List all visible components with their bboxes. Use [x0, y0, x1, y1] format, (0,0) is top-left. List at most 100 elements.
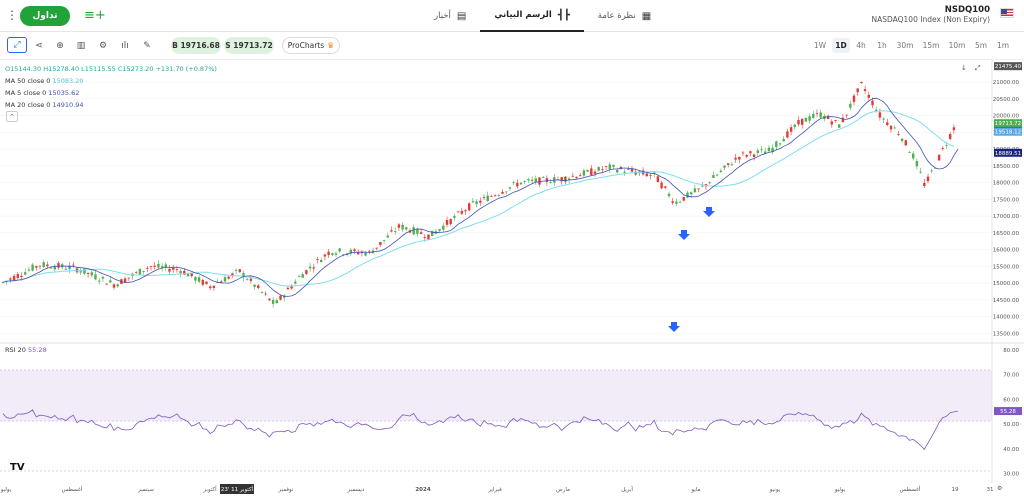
crosshair-tool-icon[interactable]: ⤢ — [7, 37, 27, 53]
candle-body — [468, 203, 471, 211]
procharts-button[interactable]: ProCharts ♛ — [282, 37, 340, 54]
candle-body — [246, 279, 249, 281]
candle-body — [460, 210, 463, 214]
price-tags: 21475.4019713.7219632.7919518.1218889.51… — [994, 62, 1022, 416]
signal-arrows — [668, 207, 715, 332]
tab-chart[interactable]: الرسم البياني ┫┣ — [480, 0, 584, 32]
x-tick-label: 2024 — [415, 487, 430, 493]
candle-body — [764, 151, 767, 154]
bid-price-button[interactable]: B 19716.68 — [171, 37, 221, 54]
collapse-legend-icon[interactable]: ⌃ — [6, 111, 18, 122]
rsi-tag: 55.28 — [994, 407, 1022, 416]
bar-chart-icon[interactable]: ▥ — [76, 41, 86, 51]
candle-body — [212, 285, 216, 288]
ma50-line — [2, 110, 955, 287]
y-tick-label: 16500.00 — [993, 231, 1020, 237]
candle-body — [771, 147, 774, 152]
price-tag: 18889.51 — [994, 148, 1022, 157]
settings-icon[interactable]: ⚙ — [98, 41, 108, 51]
x-tick-label: أبريل — [621, 485, 633, 493]
candle-body — [597, 167, 600, 171]
candle-body — [534, 178, 537, 183]
candle-body — [190, 272, 193, 277]
candle-body — [949, 134, 952, 139]
candles-group — [1, 81, 956, 308]
down-arrow-icon — [678, 230, 690, 240]
rsi-tick-label: 80.00 — [1003, 348, 1019, 354]
tf-1d[interactable]: 1D — [832, 38, 850, 53]
candle-body — [575, 176, 578, 179]
candle-body — [690, 192, 693, 195]
draw-pencil-icon[interactable]: ✎ — [143, 41, 151, 51]
candle-body — [320, 260, 323, 263]
tf-30m[interactable]: 30m — [896, 41, 914, 50]
tf-1h[interactable]: 1h — [877, 41, 887, 50]
more-menu-icon[interactable]: ⋮ — [6, 8, 18, 22]
candle-body — [893, 127, 896, 129]
candle-body — [327, 251, 330, 256]
candle-body — [782, 138, 785, 142]
ask-price-button[interactable]: S 19713.72 — [224, 37, 274, 54]
candle-body — [808, 116, 811, 121]
price-tag-bg — [994, 62, 1022, 71]
candle-body — [68, 265, 71, 270]
share-icon[interactable]: ⋖ — [35, 41, 43, 51]
candle-body — [616, 169, 619, 173]
y-tick-label: 20000.00 — [993, 114, 1020, 120]
candle-body — [545, 178, 549, 182]
ma50-value: 15083.20 — [52, 77, 84, 85]
tf-1w[interactable]: 1W — [813, 41, 827, 50]
candle-body — [686, 192, 689, 198]
overview-tab-label: نظرة عامة — [597, 11, 636, 21]
candle-body — [889, 125, 893, 130]
candle-body — [464, 210, 467, 212]
time-tag: أكتوبر 11 '23 — [220, 484, 254, 494]
candle-body — [227, 276, 230, 279]
candle-body — [31, 264, 34, 271]
candle-body — [915, 161, 919, 167]
rsi-tick-label: 50.00 — [1003, 422, 1019, 428]
x-tick-label: مايو — [691, 487, 701, 493]
add-indicator-icon[interactable]: ⊕ — [56, 41, 64, 51]
candle-body — [908, 152, 911, 154]
candle-body — [826, 115, 830, 119]
add-to-watchlist-icon[interactable]: ≡+ — [84, 8, 106, 23]
candle-body — [856, 88, 859, 93]
tf-15m[interactable]: 15m — [922, 41, 940, 50]
down-arrow-icon — [668, 322, 680, 332]
tf-10m[interactable]: 10m — [948, 41, 966, 50]
candle-body — [930, 170, 933, 172]
candle-body — [368, 250, 371, 252]
candle-body — [904, 140, 907, 146]
y-tick-label: 14500.00 — [993, 298, 1020, 304]
candle-body — [249, 278, 253, 281]
time-tag-text: أكتوبر 11 '23 — [221, 485, 254, 493]
candle-body — [693, 188, 697, 193]
candle-body — [183, 270, 186, 275]
chart-tab-label: الرسم البياني — [494, 10, 552, 20]
candle-body — [838, 124, 841, 128]
x-tick-label: أغسطس — [62, 485, 83, 493]
tf-5m[interactable]: 5m — [974, 41, 988, 50]
tab-news[interactable]: أخبار ▤ — [420, 0, 480, 32]
tf-4h[interactable]: 4h — [856, 41, 866, 50]
candle-body — [675, 201, 678, 204]
indicators-icon[interactable]: ılı — [121, 41, 129, 51]
y-tick-label: 14000.00 — [993, 315, 1020, 321]
candle-body — [627, 168, 630, 170]
trade-button[interactable]: تداول — [20, 6, 70, 26]
tf-1m[interactable]: 1m — [996, 41, 1010, 50]
price-tag: 19713.72 — [994, 119, 1022, 128]
candle-body — [279, 295, 282, 300]
candle-body — [49, 267, 53, 269]
candle-body — [338, 248, 341, 252]
x-tick-label: سبتمبر — [137, 487, 154, 493]
candle-body — [331, 253, 334, 255]
candle-body — [830, 121, 833, 125]
candle-body — [630, 168, 634, 172]
ma5-legend: MA 5 close 0 15035.62 — [5, 89, 79, 97]
expand-icon: ⤢ — [975, 64, 981, 72]
candle-body — [878, 112, 882, 118]
tab-overview[interactable]: نظرة عامة ▦ — [584, 0, 665, 32]
